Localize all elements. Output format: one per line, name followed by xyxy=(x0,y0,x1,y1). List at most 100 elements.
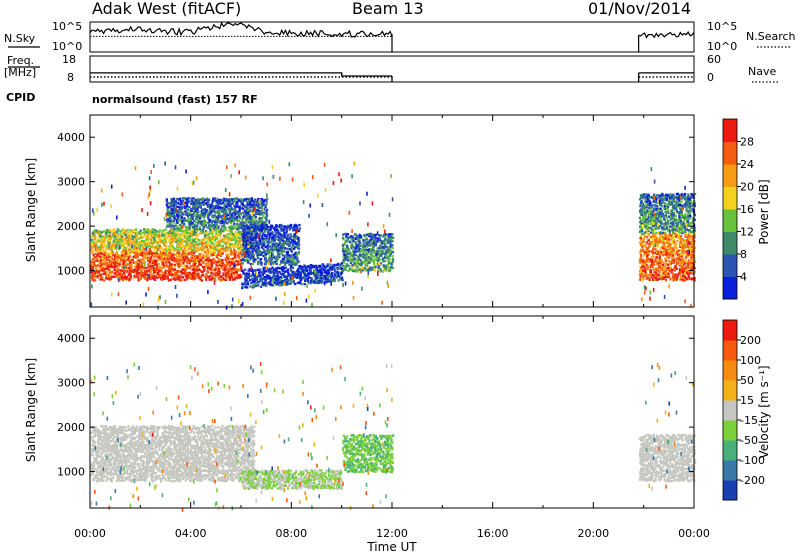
echo-cell xyxy=(163,248,167,251)
echo-cell xyxy=(297,251,300,254)
echo-cell xyxy=(375,250,378,253)
echo-cell xyxy=(135,228,138,231)
echo-cell xyxy=(193,207,196,210)
echo-cell xyxy=(327,271,330,275)
echo-cell xyxy=(186,237,189,240)
echo-cell xyxy=(141,273,144,277)
echo-cell xyxy=(227,233,231,236)
echo-cell xyxy=(240,243,243,246)
echo-cell xyxy=(674,221,677,224)
echo-cell xyxy=(124,249,127,253)
echo-cell xyxy=(640,229,644,232)
echo-cell xyxy=(164,269,167,272)
echo-cell xyxy=(278,284,282,287)
echo-cell xyxy=(368,234,371,238)
echo-cell xyxy=(153,263,156,266)
echo-cell xyxy=(376,240,379,243)
echo-cell xyxy=(172,253,175,256)
echo-cell xyxy=(195,232,198,235)
echo-cell xyxy=(185,206,188,209)
echo-cell xyxy=(197,218,200,221)
echo-cell xyxy=(158,229,161,232)
echo-cell xyxy=(665,255,669,258)
echo-cell xyxy=(277,235,280,238)
echo-cell xyxy=(278,225,281,228)
echo-cell xyxy=(298,274,301,278)
echo-cell xyxy=(151,243,154,246)
echo-cell xyxy=(206,256,209,259)
echo-cell xyxy=(178,218,181,221)
echo-cell xyxy=(676,257,679,260)
echo-cell xyxy=(358,248,362,251)
echo-cell xyxy=(659,213,662,216)
freq-left-tick-bottom: 8 xyxy=(67,71,74,84)
echo-cell xyxy=(666,199,669,202)
echo-cell xyxy=(160,247,163,250)
echo-cell xyxy=(108,276,111,280)
echo-cell xyxy=(238,276,241,279)
echo-cell xyxy=(187,208,190,212)
echo-cell xyxy=(675,202,678,206)
echo-cell xyxy=(644,274,647,277)
echo-cell xyxy=(664,258,667,262)
echo-cell xyxy=(385,254,388,258)
echo-cell xyxy=(152,267,155,270)
echo-cell xyxy=(135,238,138,241)
echo-cell xyxy=(660,245,663,249)
echo-cell xyxy=(250,232,254,236)
echo-cell xyxy=(341,236,345,240)
echo-cell xyxy=(656,245,659,248)
echo-cell xyxy=(227,238,230,241)
echo-cell xyxy=(673,230,677,233)
echo-cell xyxy=(361,252,365,255)
echo-cell xyxy=(231,216,234,220)
echo-cell xyxy=(147,264,150,267)
echo-cell xyxy=(210,239,214,242)
echo-cell xyxy=(178,208,182,211)
echo-cell xyxy=(690,268,694,271)
echo-cell xyxy=(298,281,302,285)
echo-cell xyxy=(108,242,111,245)
echo-cell xyxy=(644,211,648,214)
echo-cell xyxy=(367,258,371,261)
echo-cell xyxy=(207,266,210,269)
echo-cell xyxy=(352,269,355,272)
echo-cell xyxy=(266,244,269,247)
echo-cell xyxy=(131,235,134,238)
echo-cell xyxy=(205,212,209,216)
echo-cell xyxy=(205,221,208,224)
echo-cell xyxy=(645,223,648,226)
echo-cell xyxy=(278,249,281,252)
echo-cell xyxy=(249,236,252,240)
echo-cell xyxy=(164,240,168,243)
echo-cell xyxy=(208,207,212,211)
echo-cell xyxy=(177,262,181,266)
echo-cell xyxy=(299,275,303,279)
echo-cell xyxy=(253,198,256,201)
echo-cell xyxy=(229,205,232,209)
echo-cell xyxy=(201,252,204,256)
echo-cell xyxy=(249,226,252,230)
echo-cell xyxy=(229,251,232,254)
echo-cell xyxy=(169,273,172,276)
echo-cell xyxy=(119,269,123,272)
echo-cell xyxy=(373,243,376,246)
echo-cell xyxy=(189,211,192,214)
echo-cell xyxy=(258,259,262,262)
echo-cell xyxy=(385,267,388,271)
echo-cell xyxy=(211,272,214,275)
echo-cell xyxy=(149,237,152,240)
echo-cell xyxy=(147,238,150,241)
echo-cell xyxy=(167,273,170,276)
echo-cell xyxy=(199,257,202,261)
echo-cell xyxy=(191,256,194,259)
echo-cell xyxy=(680,200,683,203)
echo-cell xyxy=(687,240,690,243)
echo-cell xyxy=(660,220,663,223)
echo-cell xyxy=(143,228,146,231)
echo-cell xyxy=(241,282,244,285)
echo-cell xyxy=(662,261,665,264)
echo-cell xyxy=(108,265,111,269)
echo-cell xyxy=(374,263,377,266)
echo-cell xyxy=(352,240,355,243)
